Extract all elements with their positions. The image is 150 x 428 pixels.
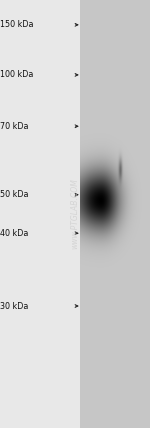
Text: 50 kDa: 50 kDa xyxy=(0,190,28,199)
Text: www.PTGLAB.COM: www.PTGLAB.COM xyxy=(70,178,80,250)
Text: 150 kDa: 150 kDa xyxy=(0,20,33,30)
Text: 30 kDa: 30 kDa xyxy=(0,301,28,311)
Text: 100 kDa: 100 kDa xyxy=(0,70,33,80)
Text: 40 kDa: 40 kDa xyxy=(0,229,28,238)
Text: 70 kDa: 70 kDa xyxy=(0,122,28,131)
